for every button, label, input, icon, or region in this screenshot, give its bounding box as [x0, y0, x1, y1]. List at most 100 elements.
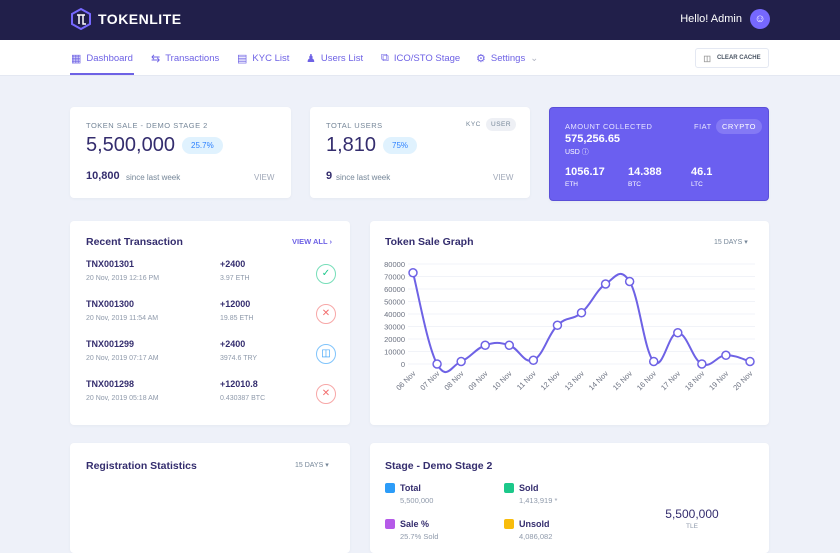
transaction-sub-amount: 19.85 ETH [220, 315, 254, 322]
range-label: 15 DAYS [714, 239, 743, 246]
transaction-date: 20 Nov, 2019 11:54 AM [86, 315, 159, 322]
legend-label: Unsold [519, 519, 550, 529]
btc-value: 14.388 [628, 166, 662, 178]
range-dropdown[interactable]: 15 DAYS ▾ [714, 238, 748, 246]
data-point[interactable] [673, 328, 683, 338]
y-tick-label: 80000 [384, 260, 405, 269]
logo[interactable]: TOKENLITE [70, 8, 182, 30]
user-tab[interactable]: USER [486, 118, 517, 131]
status-canceled-icon[interactable]: ✕ [316, 384, 336, 404]
data-point[interactable] [576, 308, 587, 318]
donut-center-unit: TLE [686, 523, 698, 530]
transaction-date: 20 Nov, 2019 12:16 PM [86, 275, 160, 282]
transaction-sub-amount: 3.97 ETH [220, 275, 250, 282]
gear-icon: ⚙ [476, 53, 486, 65]
card-title: Stage - Demo Stage 2 [385, 460, 493, 472]
status-canceled-icon[interactable]: ✕ [316, 304, 336, 324]
user-avatar-icon[interactable]: ☺ [750, 9, 770, 29]
y-tick-label: 40000 [384, 310, 405, 319]
y-tick-label: 70000 [384, 273, 405, 282]
chevron-down-icon: ▾ [325, 462, 329, 469]
range-label: 15 DAYS [295, 462, 324, 469]
x-tick-label: 20 Nov [731, 369, 754, 392]
data-point[interactable] [408, 268, 418, 278]
stage-card: Stage - Demo Stage 2 Total 5,500,000 Sol… [370, 443, 769, 553]
range-dropdown[interactable]: 15 DAYS ▾ [295, 461, 329, 469]
x-tick-label: 19 Nov [707, 369, 730, 392]
eth-label: ETH [565, 181, 578, 188]
nav-settings[interactable]: ⚙ Settings ⌄ [476, 52, 538, 65]
card-title: Registration Statistics [86, 460, 197, 472]
btc-label: BTC [628, 181, 641, 188]
status-pending-icon[interactable]: ◫ [316, 344, 336, 364]
top-bar [0, 0, 840, 40]
legend-value: 5,500,000 [400, 496, 434, 505]
data-point[interactable] [721, 350, 731, 360]
active-tab-indicator [70, 73, 134, 75]
data-point[interactable] [600, 279, 611, 289]
transaction-date: 20 Nov, 2019 05:18 AM [86, 395, 159, 402]
recent-transaction-card: Recent Transaction VIEW ALL › TNX001301 … [70, 221, 350, 425]
legend-value: 1,413,919 * [519, 496, 558, 505]
nav-dashboard[interactable]: ▦ Dashboard [71, 52, 133, 65]
token-sale-card: TOKEN SALE - DEMO STAGE 2 5,500,000 25.7… [70, 107, 291, 198]
transaction-amount: +2400 [220, 259, 246, 269]
transaction-id: TNX001300 [86, 299, 135, 309]
view-link[interactable]: VIEW [254, 173, 275, 182]
fiat-tab[interactable]: FIAT [694, 122, 712, 131]
y-tick-label: 60000 [384, 285, 405, 294]
nav-bar [0, 40, 840, 76]
transaction-sub-amount: 3974.6 TRY [220, 355, 258, 362]
x-tick-label: 15 Nov [611, 369, 634, 392]
nav-users-list[interactable]: ♟ Users List [306, 52, 363, 65]
data-point[interactable] [552, 320, 563, 330]
data-point[interactable] [504, 340, 515, 350]
trash-icon: ◫ [703, 53, 711, 63]
transaction-id: TNX001299 [86, 339, 135, 349]
token-sale-value: 5,500,000 [86, 134, 175, 156]
x-tick-label: 14 Nov [587, 369, 610, 392]
nav-transactions[interactable]: ⇆ Transactions [151, 52, 219, 65]
legend-value: 4,086,082 [519, 532, 553, 541]
donut-center-value: 5,500,000 [665, 507, 719, 521]
view-link[interactable]: VIEW [493, 173, 514, 182]
card-title: Token Sale Graph [385, 236, 474, 248]
data-point[interactable] [480, 340, 490, 350]
brand-name: TOKENLITE [98, 11, 182, 27]
data-point[interactable] [432, 359, 442, 369]
week-label: since last week [126, 173, 181, 182]
y-tick-label: 20000 [384, 335, 405, 344]
nav-kyc-list[interactable]: ▤ KYC List [237, 52, 289, 65]
nav-label: Settings [490, 53, 526, 64]
nav-label: KYC List [252, 53, 290, 64]
token-sale-label: TOKEN SALE - DEMO STAGE 2 [86, 121, 208, 130]
info-icon[interactable]: ⓘ [581, 149, 589, 156]
data-point[interactable] [648, 356, 659, 367]
transaction-id: TNX001298 [86, 379, 135, 389]
nav-label: Users List [320, 53, 364, 64]
kyc-tab[interactable]: KYC [466, 121, 481, 128]
clear-cache-button[interactable]: ◫ CLEAR CACHE [695, 48, 769, 68]
y-tick-label: 30000 [384, 323, 405, 332]
data-point[interactable] [528, 355, 539, 365]
data-point[interactable] [624, 276, 635, 287]
x-tick-label: 17 Nov [659, 369, 682, 392]
total-users-card: TOTAL USERS KYC USER 1,810 75% 9 since l… [310, 107, 530, 198]
total-users-percent: 75% [383, 137, 418, 154]
legend-swatch [504, 519, 514, 529]
token-sale-graph-card: Token Sale Graph 15 DAYS ▾ [370, 221, 769, 425]
legend-swatch [504, 483, 514, 493]
user-icon: ♟ [306, 53, 316, 65]
nav-ico-sto-stage[interactable]: ⧉ ICO/STO Stage [381, 52, 460, 65]
data-point[interactable] [456, 356, 466, 367]
x-tick-label: 12 Nov [539, 369, 562, 392]
view-all-link[interactable]: VIEW ALL › [292, 237, 332, 246]
week-value: 10,800 [86, 170, 120, 182]
data-point[interactable] [697, 359, 707, 369]
amount-collected-card: AMOUNT COLLECTED FIAT CRYPTO 575,256.65 … [549, 107, 769, 201]
crypto-tab[interactable]: CRYPTO [716, 119, 762, 134]
status-approved-icon[interactable]: ✓ [316, 264, 336, 284]
stack-icon: ⧉ [381, 52, 389, 64]
x-tick-label: 10 Nov [491, 369, 514, 392]
data-point[interactable] [745, 356, 755, 367]
